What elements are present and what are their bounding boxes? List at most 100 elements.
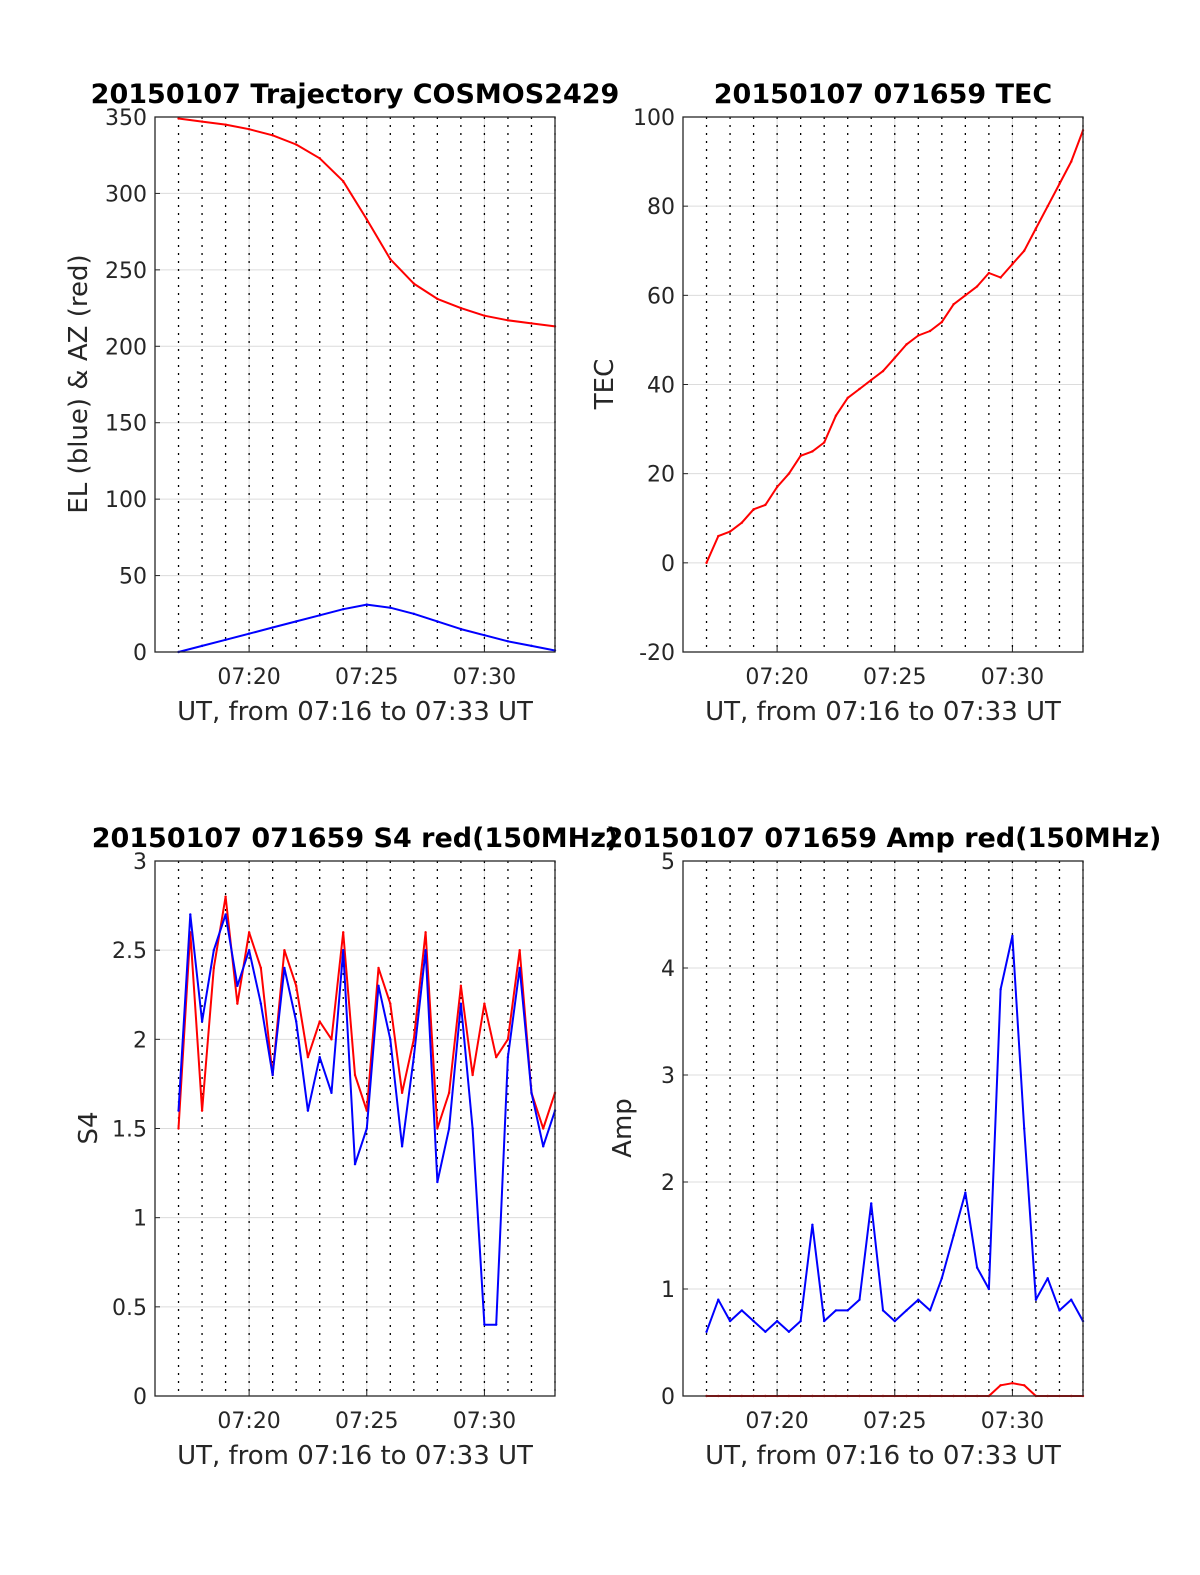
- data-point: [1034, 227, 1038, 230]
- data-point: [389, 606, 392, 609]
- ytick-label: 300: [105, 182, 147, 207]
- data-point: [506, 1055, 510, 1059]
- ytick-label: 4: [661, 957, 675, 982]
- ytick-label: 1.5: [112, 1118, 147, 1143]
- data-point: [377, 966, 380, 970]
- panel-s4: 0 0.5 1 1.5 2 2.5 3 07:20 07:25 07:30 20150107 0…: [74, 823, 618, 1471]
- data-point: [752, 1319, 755, 1323]
- data-point: [905, 343, 908, 346]
- data-point: [1011, 1381, 1014, 1385]
- xtick-label: 07:20: [745, 665, 808, 690]
- data-point: [858, 387, 861, 391]
- data-point: [236, 984, 239, 988]
- data-point: [271, 134, 274, 137]
- data-point: [940, 320, 944, 324]
- ytick-label: 100: [105, 488, 147, 513]
- data-point: [318, 614, 321, 617]
- data-point: [412, 282, 416, 285]
- data-point: [764, 1330, 767, 1333]
- xtick-label: 07:20: [217, 1409, 280, 1434]
- data-point: [846, 1309, 849, 1312]
- data-point: [530, 644, 533, 648]
- ytick-label: 100: [633, 106, 675, 131]
- data-point: [1058, 1309, 1061, 1312]
- ylabel-tec: TEC: [590, 359, 620, 410]
- data-point: [1011, 934, 1014, 938]
- data-point: [964, 1191, 967, 1194]
- ytick-label: 0: [133, 1385, 147, 1410]
- data-point: [224, 123, 227, 126]
- data-point: [917, 1298, 920, 1301]
- ytick-label: 40: [647, 374, 675, 399]
- data-point: [881, 369, 885, 373]
- data-point: [1070, 160, 1073, 163]
- data-point: [1070, 1298, 1073, 1301]
- dotted-minute-lines-tec: [705, 117, 1084, 652]
- data-point: [483, 314, 486, 317]
- data-point: [999, 276, 1002, 279]
- data-point: [506, 1038, 510, 1041]
- data-point: [952, 303, 955, 306]
- ytick-label: 2.5: [112, 939, 147, 964]
- ytick-label: 0: [133, 641, 147, 666]
- title-tec: 20150107 071659 TEC: [714, 79, 1053, 110]
- xtick-label: 07:30: [981, 1409, 1044, 1434]
- yticks-trajectory: 0 50 100 150 200 250 300 350: [105, 106, 160, 666]
- yticks-s4: 0 0.5 1 1.5 2 2.5 3: [112, 850, 160, 1410]
- data-point: [247, 931, 251, 934]
- xtick-label: 07:25: [863, 665, 926, 690]
- data-point: [975, 285, 979, 288]
- data-point: [389, 257, 392, 261]
- data-point: [447, 1127, 451, 1130]
- data-point: [459, 1002, 463, 1005]
- ytick-label: -20: [639, 641, 675, 666]
- data-point: [799, 454, 802, 458]
- data-point: [822, 1319, 826, 1323]
- data-point: [459, 984, 463, 988]
- xtick-label: 07:25: [335, 665, 398, 690]
- data-point: [999, 988, 1002, 991]
- data-point: [400, 1091, 404, 1095]
- data-point: [424, 931, 427, 934]
- xlabel-tec: UT, from 07:16 to 07:33 UT: [705, 697, 1061, 727]
- data-point: [377, 984, 380, 988]
- data-point: [459, 306, 463, 310]
- data-point: [717, 1298, 720, 1301]
- ytick-label: 0: [661, 552, 675, 577]
- data-point: [342, 948, 345, 952]
- data-point: [447, 1091, 451, 1095]
- xlabel-amp: UT, from 07:16 to 07:33 UT: [705, 1441, 1061, 1471]
- data-point: [330, 1091, 333, 1095]
- data-point: [177, 1109, 180, 1112]
- data-point: [494, 1323, 498, 1326]
- yticks-amp: 0 1 2 3 4 5: [661, 850, 688, 1410]
- data-point: [928, 329, 932, 333]
- ytick-label: 250: [105, 259, 147, 284]
- data-point: [893, 1319, 896, 1323]
- xticks-tec: 07:20 07:25 07:30: [745, 647, 1044, 690]
- data-point: [271, 626, 274, 629]
- data-point: [834, 414, 838, 417]
- data-point: [775, 1319, 779, 1323]
- xlabel-trajectory: UT, from 07:16 to 07:33 UT: [177, 697, 533, 727]
- data-point: [518, 948, 521, 952]
- data-point: [917, 334, 920, 337]
- ytick-label: 5: [661, 850, 675, 875]
- data-point: [530, 1091, 533, 1095]
- data-point: [1046, 204, 1049, 208]
- data-point: [881, 1309, 885, 1312]
- data-point: [728, 530, 732, 533]
- data-point: [436, 620, 439, 623]
- data-point: [294, 1020, 298, 1023]
- data-point: [389, 1002, 392, 1005]
- ytick-label: 80: [647, 195, 675, 220]
- data-point: [705, 561, 708, 565]
- data-point: [342, 180, 345, 183]
- data-point: [811, 450, 814, 453]
- ytick-label: 60: [647, 284, 675, 309]
- data-point: [412, 612, 416, 615]
- data-point: [964, 294, 967, 297]
- data-point: [283, 948, 286, 952]
